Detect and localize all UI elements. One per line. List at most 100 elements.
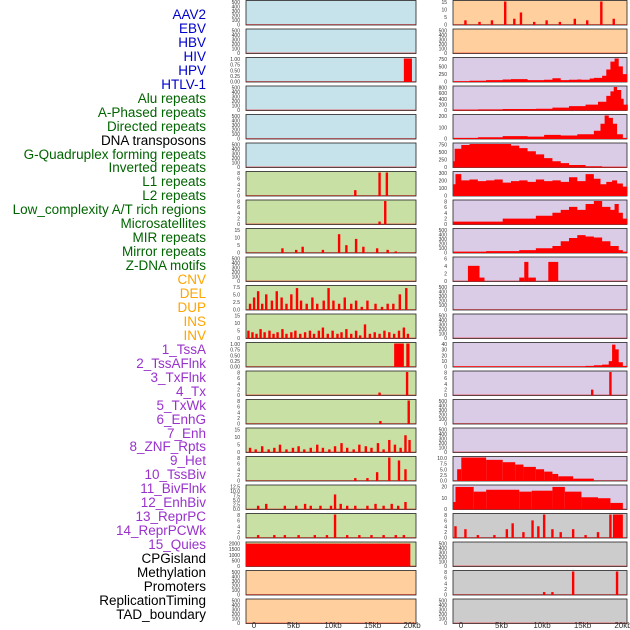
data-bar <box>354 330 358 339</box>
data-bar <box>331 330 334 339</box>
y-tick-label: 100 <box>232 617 241 623</box>
data-bar <box>299 300 303 310</box>
data-bar <box>273 535 276 538</box>
data-bar <box>260 303 264 310</box>
data-bar <box>374 503 377 510</box>
y-tick-label: 0.00 <box>230 80 240 86</box>
data-bar <box>354 190 357 196</box>
data-block <box>515 464 524 481</box>
data-bar <box>378 221 381 225</box>
y-tick-label: 0 <box>237 251 240 257</box>
track-label: INS <box>183 313 206 329</box>
data-bar <box>350 333 353 339</box>
track-label: Microsatellites <box>120 216 206 232</box>
y-tick-label: 100 <box>232 588 241 594</box>
data-bar <box>378 172 381 196</box>
data-bar <box>358 535 361 538</box>
data-bar <box>478 21 481 25</box>
data-bar <box>354 505 357 510</box>
y-tick-label: 8 <box>444 513 447 519</box>
y-tick-label: 4 <box>444 382 447 388</box>
y-tick-label: 250 <box>439 158 448 164</box>
panel-background <box>452 427 628 453</box>
track-label: 10_TssBiv <box>144 467 206 483</box>
y-tick-label: 4 <box>237 182 240 188</box>
data-bar <box>281 248 284 253</box>
y-tick-label: 0.50 <box>230 353 240 359</box>
y-tick-label: 100 <box>232 161 241 167</box>
data-block <box>564 491 582 510</box>
y-tick-label: 2 <box>237 188 240 194</box>
y-tick-label: 10 <box>234 236 240 242</box>
y-tick-label: 0.50 <box>230 68 240 74</box>
panel-background <box>452 399 628 425</box>
data-bar <box>504 1 507 25</box>
track-label: 3_TxFlnk <box>150 369 206 385</box>
data-bar <box>322 300 325 310</box>
track-label: 14_ReprPCWk <box>115 523 206 539</box>
y-tick-label: 0 <box>237 621 240 627</box>
y-tick-label: 6 <box>444 519 447 525</box>
data-bar <box>290 332 293 339</box>
y-tick-label: 500 <box>439 399 448 405</box>
data-block <box>455 486 474 510</box>
y-tick-label: 100 <box>439 560 448 566</box>
y-tick-label: 200 <box>439 114 448 120</box>
data-bar <box>290 294 293 310</box>
data-bar <box>366 505 369 510</box>
y-tick-label: 300 <box>232 608 241 614</box>
data-bar <box>340 443 343 453</box>
y-tick-label: 0 <box>444 336 447 342</box>
track-label: CNV <box>177 272 206 288</box>
data-block <box>486 489 520 510</box>
y-tick-label: 0 <box>237 336 240 342</box>
y-tick-label: 200 <box>232 156 241 162</box>
data-bar <box>328 449 331 453</box>
y-tick-label: 8 <box>444 200 447 206</box>
y-tick-label: 400 <box>439 97 448 103</box>
data-bar <box>366 300 369 310</box>
y-tick-label: 300 <box>439 38 448 44</box>
y-tick-label: 500 <box>439 314 448 320</box>
y-tick-label: 400 <box>232 5 241 11</box>
y-tick-label: 1000 <box>229 553 240 559</box>
data-bar <box>255 333 258 339</box>
track-label: MIR repeats <box>132 230 206 246</box>
y-tick-label: 100 <box>232 132 241 138</box>
y-tick-label: 2.5 <box>233 503 240 509</box>
data-area <box>453 201 627 225</box>
y-tick-label: 400 <box>232 33 241 39</box>
data-bar <box>311 297 314 310</box>
y-tick-label: 0.75 <box>230 348 240 354</box>
data-bar <box>312 333 316 339</box>
track-label: CPGisland <box>141 551 206 567</box>
data-bar <box>333 514 337 538</box>
y-tick-label: 400 <box>232 603 241 609</box>
data-bar <box>275 291 278 310</box>
y-tick-label: 8 <box>444 371 447 377</box>
y-tick-label: 300 <box>232 266 241 272</box>
panel-background <box>452 57 628 83</box>
track-label: TAD_boundary <box>116 606 206 622</box>
data-bar <box>378 333 381 339</box>
y-tick-label: 7.5 <box>440 462 447 468</box>
y-tick-label: 4 <box>444 264 447 270</box>
data-bar <box>364 446 368 453</box>
y-tick-label: 200 <box>232 14 241 20</box>
data-bar <box>316 303 319 310</box>
data-bar <box>382 535 385 538</box>
data-block <box>403 58 412 82</box>
data-area <box>453 87 628 111</box>
x-tick-label: 20kb <box>403 621 421 630</box>
y-tick-label: 100 <box>439 617 448 623</box>
y-tick-label: 20 <box>441 485 447 491</box>
y-tick-label: 100 <box>439 332 448 338</box>
y-tick-label: 2 <box>444 387 447 393</box>
panel-background <box>245 228 417 254</box>
data-bar <box>297 446 300 453</box>
track-label: INV <box>183 327 206 343</box>
y-tick-label: 0.25 <box>230 74 240 80</box>
data-bar <box>254 449 257 453</box>
data-bar <box>268 330 271 339</box>
y-tick-label: 6 <box>237 376 240 382</box>
